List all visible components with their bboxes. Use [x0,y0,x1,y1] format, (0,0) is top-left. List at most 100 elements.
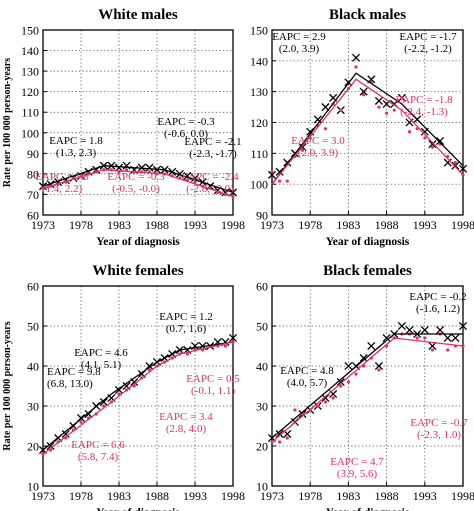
data-point-dot [415,336,419,340]
data-point-dot [362,93,366,97]
y-tick-label: 30 [256,400,268,414]
eapc-annotation: (6.8, 13.0) [47,378,93,390]
plot-frame [42,29,234,216]
x-tick-label: 1973 [260,489,284,503]
trend-line [42,341,234,455]
x-tick-label: 1988 [145,218,169,232]
eapc-annotation: EAPC = 3.0 [291,135,345,147]
data-point-dot [377,105,381,109]
eapc-annotation: EAPC = -1.7 [399,31,457,43]
eapc-annotation: EAPC = 1.8 [49,135,103,147]
eapc-annotation: EAPC = 1.2 [159,311,213,323]
x-tick-label: 1993 [413,489,437,503]
eapc-annotation: (4.0, 5.7) [287,377,328,389]
x-tick-label: 1983 [107,218,131,232]
eapc-annotation: EAPC = 4.6 [74,347,128,359]
eapc-annotation: EAPC = -0.3 [107,171,165,183]
eapc-annotation: (5.8, 7.4) [78,451,119,463]
eapc-annotation: (2.0, 3.9) [298,147,339,159]
x-axis-label: Year of diagnosis [326,507,410,511]
data-point-x [451,161,460,170]
eapc-annotation: EAPC = -1.8 [395,94,453,106]
x-tick-label: 1978 [298,218,322,232]
data-point-x [436,136,445,146]
panel-black-females: Black females 10 20 30 40 50 60 1973 1978 1983 198… [256,263,474,511]
data-point-x [61,429,70,439]
eapc-annotation: EAPC = 9.8 [47,366,101,378]
data-point-x [84,409,93,419]
y-tick-label: 140 [250,54,268,68]
eapc-annotation: (1.4, 2.2) [42,183,83,195]
eapc-annotation: EAPC = -2.4 [181,171,239,183]
eapc-annotation: (-2.2, -1.2) [404,43,452,55]
eapc-annotation: EAPC = 4.7 [330,456,384,468]
x-tick-label: 1998 [221,489,245,503]
data-point-dot [453,160,457,165]
x-tick-label: 1973 [31,489,55,503]
trend-line [42,165,234,194]
y-tick-label: 110 [250,147,268,161]
data-point-dot [193,180,197,184]
data-point-x [405,325,414,335]
data-point-x [443,333,452,343]
eapc-annotation: EAPC = -2.1 [184,136,241,148]
data-point-x [428,341,437,351]
plot-frame [42,285,234,487]
y-tick-label: 60 [256,280,268,294]
eapc-annotation: EAPC = -0.3 [157,116,215,128]
x-tick-label: 1993 [413,218,437,232]
y-tick-label: 130 [250,85,268,99]
x-tick-label: 1978 [298,489,322,503]
y-tick-label: 130 [21,65,39,79]
y-tick-label: 40 [27,360,39,374]
eapc-annotation: EAPC = 4.8 [280,365,334,377]
data-point-x [351,53,361,62]
x-tick-label: 1988 [145,489,169,503]
x-tick-label: 1973 [31,218,55,232]
data-point-x [420,325,429,335]
y-tick-label: 10 [256,480,268,494]
data-point-dot [385,111,389,115]
eapc-annotation: (0.7, 1.6) [166,323,207,335]
y-tick-label: 140 [21,44,39,58]
data-point-x [405,118,414,127]
data-point-dot [423,136,427,140]
eapc-annotation: (-2.3, 1.0) [417,429,461,441]
panel-white-males: White males 60 70 80 90 100 110 120 130 140 150 197… [2,7,245,248]
y-axis-label: Rate per 100 000 person-years [2,58,13,187]
eapc-annotation: EAPC = 3.4 [159,411,213,423]
data-point-dot [400,96,404,100]
y-tick-label: 100 [21,126,39,140]
data-point-dot [354,372,358,376]
data-point-dot [285,179,289,183]
data-point-dot [392,108,396,112]
y-tick-label: 90 [27,147,39,161]
data-point-dot [339,384,343,388]
x-tick-label: 1973 [260,218,284,232]
eapc-annotation: (-1.6, 1.2) [416,303,460,315]
data-point-dot [316,404,320,408]
trend-line [42,169,234,198]
eapc-annotation: (-0.1, 1.1) [191,385,235,397]
x-tick-label: 1983 [336,489,360,503]
data-point-x [228,333,238,343]
x-tick-label: 1988 [375,218,399,232]
x-axis-label: Year of diagnosis [96,236,180,248]
data-point-x [344,361,353,371]
y-tick-label: 50 [27,320,39,334]
data-point-x [336,377,345,387]
y-tick-label: 10 [27,480,39,494]
y-tick-label: 110 [21,106,39,120]
data-point-dot [300,148,305,152]
y-tick-label: 90 [256,209,268,223]
y-tick-label: 150 [21,24,39,38]
data-point-x [122,161,131,170]
y-tick-label: 60 [27,209,39,223]
data-point-dot [278,440,282,444]
y-tick-label: 20 [256,440,268,454]
panel-white-females: White females 10 20 30 40 50 60 1973 1978 1983 198… [2,263,245,511]
data-point-x [443,158,452,167]
eapc-annotation: (-0.5, -0.0) [112,183,160,195]
data-point-dot [79,420,83,424]
x-axis-label: Year of diagnosis [96,507,180,511]
